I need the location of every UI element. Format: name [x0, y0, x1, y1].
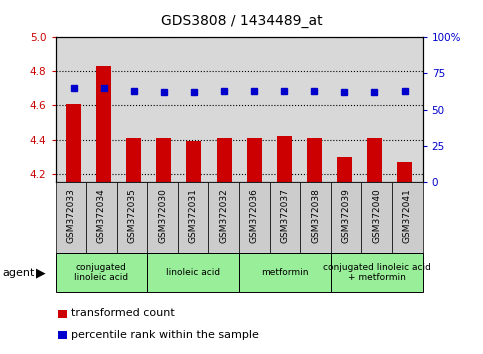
Text: agent: agent [2, 268, 35, 278]
Bar [277, 136, 292, 354]
Text: GDS3808 / 1434489_at: GDS3808 / 1434489_at [161, 14, 322, 28]
Text: transformed count: transformed count [71, 308, 175, 318]
Text: GSM372036: GSM372036 [250, 188, 259, 243]
Bar [337, 157, 352, 354]
Text: GSM372034: GSM372034 [97, 188, 106, 243]
Text: GSM372039: GSM372039 [341, 188, 351, 243]
Bar [186, 141, 201, 354]
Text: percentile rank within the sample: percentile rank within the sample [71, 330, 259, 339]
Text: GSM372032: GSM372032 [219, 188, 228, 243]
Bar [367, 138, 382, 354]
Text: linoleic acid: linoleic acid [166, 268, 220, 277]
Bar [247, 138, 262, 354]
Bar [216, 138, 231, 354]
Text: GSM372035: GSM372035 [128, 188, 137, 243]
Bar [397, 162, 412, 354]
Text: GSM372041: GSM372041 [403, 188, 412, 243]
Bar [126, 138, 142, 354]
Bar [96, 66, 111, 354]
Text: GSM372031: GSM372031 [189, 188, 198, 243]
Text: conjugated linoleic acid
+ metformin: conjugated linoleic acid + metformin [323, 263, 431, 282]
Text: GSM372033: GSM372033 [66, 188, 75, 243]
Bar [66, 104, 81, 354]
Text: GSM372040: GSM372040 [372, 188, 381, 243]
Bar [307, 138, 322, 354]
Text: GSM372037: GSM372037 [281, 188, 289, 243]
Text: GSM372030: GSM372030 [158, 188, 167, 243]
Bar [156, 138, 171, 354]
Text: ▶: ▶ [36, 266, 46, 279]
Text: conjugated
linoleic acid: conjugated linoleic acid [74, 263, 128, 282]
Text: GSM372038: GSM372038 [311, 188, 320, 243]
Text: metformin: metformin [261, 268, 309, 277]
